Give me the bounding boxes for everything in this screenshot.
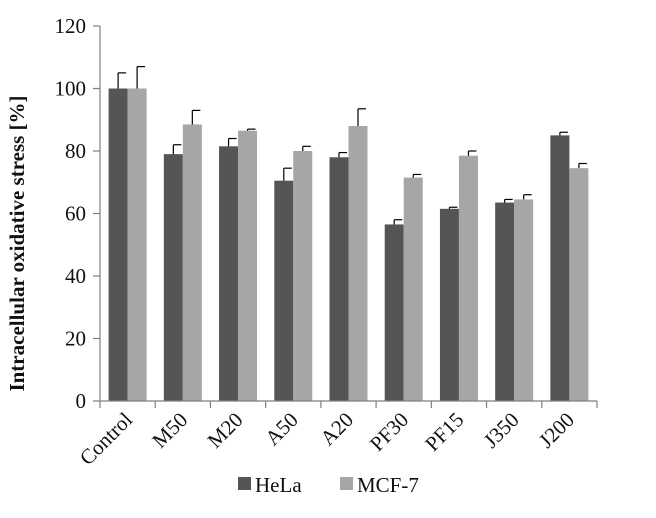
y-tick-label: 120 bbox=[55, 14, 87, 38]
bar-hela bbox=[219, 146, 239, 401]
bar-hela bbox=[384, 224, 404, 401]
x-axis-ticks: Control M50 M20 A50 A20 PF30 PF15 J350 J200 bbox=[75, 401, 598, 470]
bar-mcf-7 bbox=[569, 168, 589, 401]
bar-hela bbox=[108, 88, 128, 401]
bar-mcf-7 bbox=[127, 88, 147, 401]
bar-mcf-7 bbox=[458, 155, 478, 401]
legend-label: MCF-7 bbox=[357, 473, 419, 497]
y-tick-label: 20 bbox=[65, 327, 86, 351]
legend-swatch-mcf-7 bbox=[340, 477, 353, 490]
y-tick-label: 0 bbox=[76, 389, 87, 413]
bar-mcf-7 bbox=[348, 126, 368, 401]
bar-hela bbox=[439, 208, 459, 401]
legend-label: HeLa bbox=[255, 473, 302, 497]
bar-mcf-7 bbox=[182, 124, 202, 401]
y-axis-title: Intracellular oxidative stress [%] bbox=[5, 95, 29, 391]
legend: HeLa MCF-7 bbox=[238, 473, 419, 497]
bar-hela bbox=[274, 180, 294, 401]
legend-swatch-hela bbox=[238, 477, 251, 490]
bar-hela bbox=[163, 154, 183, 401]
bar-mcf-7 bbox=[403, 177, 423, 401]
x-tick-label: A20 bbox=[315, 408, 358, 451]
bar-group bbox=[108, 88, 589, 401]
error-bar-group bbox=[117, 66, 587, 225]
y-axis-ticks: 0 20 40 60 80 100 120 bbox=[55, 14, 100, 413]
x-tick-label: J350 bbox=[479, 408, 524, 453]
bar-mcf-7 bbox=[238, 130, 258, 401]
bar-hela bbox=[550, 135, 570, 401]
x-tick-label: M50 bbox=[147, 408, 192, 453]
y-tick-label: 60 bbox=[65, 202, 86, 226]
x-tick-label: J200 bbox=[534, 408, 579, 453]
bar-hela bbox=[329, 157, 349, 401]
bar-hela bbox=[495, 202, 515, 401]
bar-mcf-7 bbox=[293, 151, 313, 401]
x-tick-label: PF15 bbox=[420, 408, 468, 456]
x-tick-label: PF30 bbox=[365, 408, 413, 456]
bar-mcf-7 bbox=[514, 199, 534, 401]
x-tick-label: A50 bbox=[260, 408, 303, 451]
x-tick-label: Control bbox=[75, 407, 137, 469]
y-tick-label: 80 bbox=[65, 139, 86, 163]
y-tick-label: 100 bbox=[55, 77, 87, 101]
y-tick-label: 40 bbox=[65, 264, 86, 288]
x-tick-label: M20 bbox=[203, 408, 248, 453]
